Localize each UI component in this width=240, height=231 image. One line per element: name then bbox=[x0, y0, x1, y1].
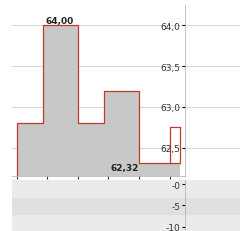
Text: 64,00: 64,00 bbox=[45, 17, 73, 26]
Text: 62,32: 62,32 bbox=[111, 163, 139, 172]
